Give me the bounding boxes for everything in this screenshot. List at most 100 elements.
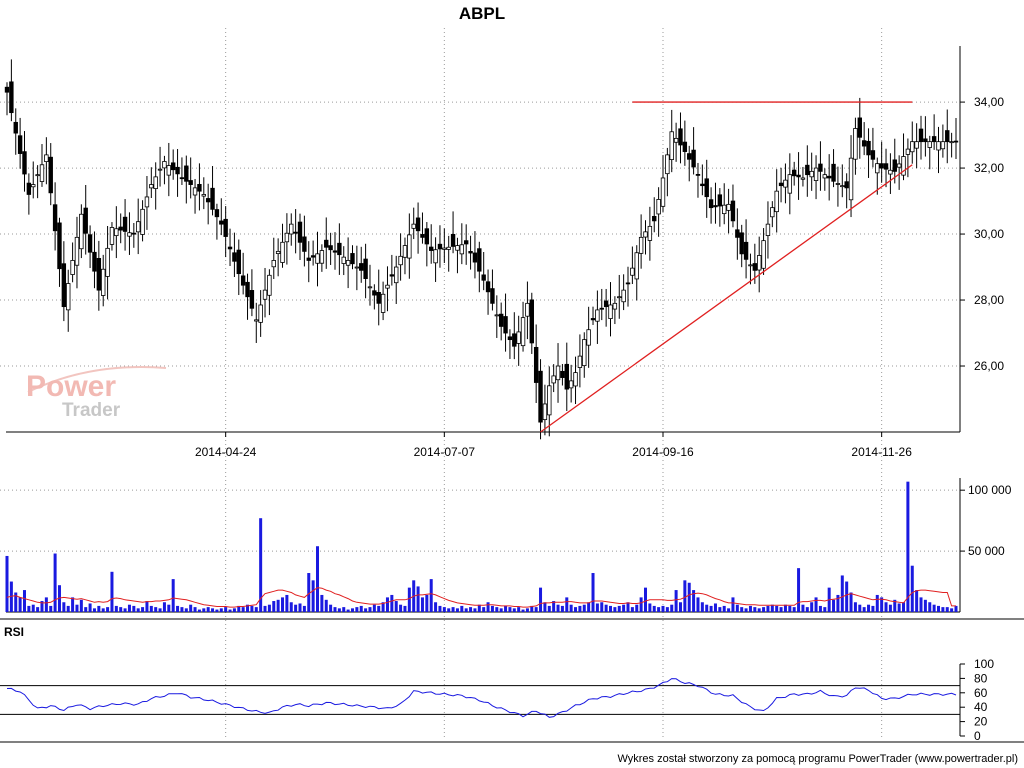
volume-bar (906, 481, 910, 612)
candle-body (157, 168, 163, 171)
candle-body (398, 255, 403, 266)
volume-bar (123, 608, 127, 612)
volume-bar (469, 607, 473, 612)
candle-body (722, 204, 727, 215)
rsi-tick-label: 100 (974, 657, 994, 671)
candle-body (634, 252, 639, 280)
volume-bar (176, 605, 180, 612)
volume-bar (311, 580, 315, 612)
volume-bar (722, 605, 726, 612)
volume-bar (263, 605, 267, 612)
volume-bar (254, 607, 258, 612)
candle-body (380, 293, 386, 313)
candle-body (774, 190, 779, 213)
rsi-tick-label: 20 (974, 715, 988, 729)
candle-body (525, 302, 530, 317)
candle-body (214, 209, 220, 218)
candle-body (223, 218, 228, 237)
volume-bar (241, 607, 245, 612)
candle-body (512, 333, 517, 347)
candle-body (363, 258, 368, 279)
candle-body (245, 281, 250, 298)
candle-body (175, 166, 180, 175)
y-tick-label: 34,00 (974, 95, 1004, 109)
candle-body (796, 174, 801, 178)
candle-body (389, 274, 395, 277)
candle-body (809, 170, 814, 178)
candle-body (547, 385, 552, 416)
volume-bar (779, 607, 783, 612)
candle-body (92, 251, 97, 272)
candle-body (748, 264, 753, 267)
volume-bar (823, 607, 827, 612)
candle-body (328, 245, 333, 251)
candle-body (153, 176, 158, 190)
candle-body (22, 151, 27, 175)
volume-bar (189, 604, 193, 612)
volume-bar (499, 608, 503, 612)
volume-bar (44, 597, 48, 612)
volume-bar (119, 607, 123, 612)
candle-body (450, 233, 456, 247)
volume-bar (9, 581, 13, 612)
rsi-tick-label: 80 (974, 671, 988, 685)
volume-bar (294, 604, 298, 612)
candle-body (280, 241, 285, 263)
candle-body (673, 137, 679, 143)
candle-body (905, 148, 911, 155)
candle-body (695, 173, 701, 176)
volume-bar (595, 603, 599, 612)
volume-bar (552, 601, 556, 612)
volume-bar (591, 573, 595, 612)
candle-body (39, 164, 45, 182)
candle-body (494, 314, 500, 317)
volume-bar (539, 587, 543, 612)
x-tick-label: 2014-11-26 (851, 445, 912, 459)
candle-body (861, 140, 867, 147)
volume-bar (324, 599, 328, 612)
volume-bar (206, 607, 210, 612)
volume-bar (127, 604, 131, 612)
volume-bar (197, 609, 201, 612)
volume-bar (849, 592, 853, 612)
candle-body (888, 169, 893, 175)
volume-bar (149, 605, 153, 612)
y-tick-label: 30,00 (974, 227, 1004, 241)
candle-body (617, 296, 622, 299)
volume-bar (460, 605, 464, 612)
volume-bar (495, 607, 499, 612)
candle-body (542, 403, 548, 421)
candle-body (726, 203, 731, 211)
candle-body (870, 150, 876, 160)
x-tick-label: 2014-07-07 (414, 445, 476, 459)
volume-bar (783, 604, 787, 612)
volume-bar (490, 605, 494, 612)
volume-bar (867, 604, 871, 612)
volume-bar (171, 579, 175, 612)
volume-bar (574, 607, 578, 612)
volume-bar (775, 605, 779, 612)
candle-body (564, 363, 569, 390)
volume-bar (455, 608, 459, 612)
candle-body (949, 141, 954, 144)
volume-bar (587, 602, 591, 612)
candle-body (945, 130, 950, 143)
volume-bar (705, 604, 709, 612)
candle-body (555, 365, 561, 381)
volume-bar (635, 604, 639, 612)
volume-bar (364, 608, 368, 612)
candle-body (630, 267, 635, 276)
volume-bar (132, 605, 136, 612)
trendlines (540, 101, 913, 433)
candle-body (599, 307, 604, 310)
y-tick-label: 32,00 (974, 161, 1004, 175)
candle-body (332, 250, 338, 253)
volume-bar (276, 599, 280, 612)
volume-bar (832, 599, 836, 612)
candle-body (603, 300, 609, 308)
candle-body (188, 180, 193, 185)
volume-bar (97, 605, 101, 612)
volume-bar (114, 605, 118, 612)
volume-bar (836, 594, 840, 612)
candle-body (743, 241, 749, 260)
